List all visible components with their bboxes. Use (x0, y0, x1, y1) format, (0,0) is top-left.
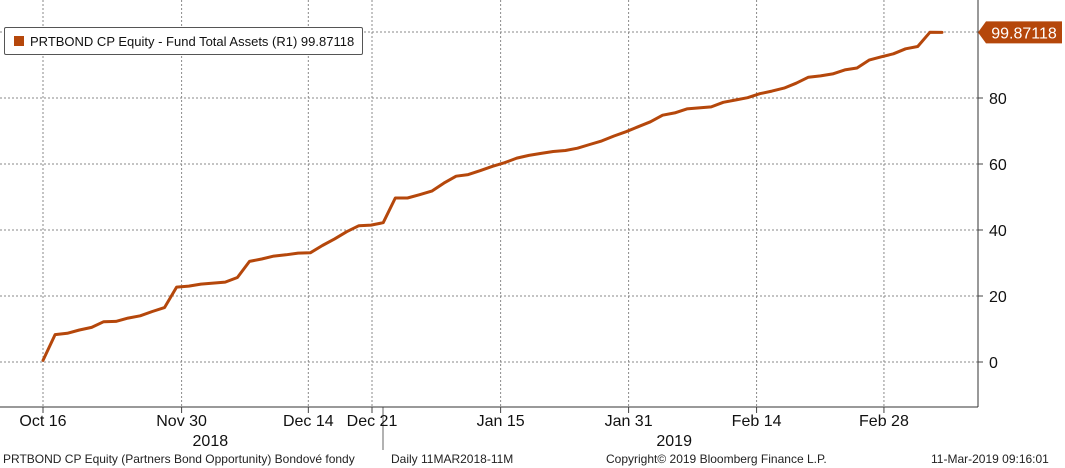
y-tick-label: 40 (989, 223, 1007, 240)
legend-label: PRTBOND CP Equity - Fund Total Assets (R… (30, 33, 355, 49)
footer-security: PRTBOND CP Equity (Partners Bond Opportu… (3, 452, 355, 466)
footer-copyright: Copyright© 2019 Bloomberg Finance L.P. (606, 452, 827, 466)
footer-timestamp: 11-Mar-2019 09:16:01 (931, 452, 1049, 466)
last-value-tag-label: 99.87118 (991, 25, 1057, 42)
y-tick-label: 0 (989, 355, 998, 372)
y-tick-label: 80 (989, 91, 1007, 108)
y-tick-label: 60 (989, 157, 1007, 174)
legend: PRTBOND CP Equity - Fund Total Assets (R… (4, 27, 364, 55)
x-axis-ticks: Oct 16 Nov 30 Dec 14 Dec 21 Jan 15 Jan 31 Feb … (19, 407, 909, 450)
x-year-label: 2018 (193, 433, 229, 450)
legend-swatch (14, 36, 24, 46)
footer-period: Daily 11MAR2018-11M (391, 452, 514, 466)
series-line (41, 30, 944, 362)
x-tick-label: Feb 28 (859, 413, 909, 430)
last-value-tag-shape (978, 21, 1062, 44)
series-group (41, 30, 944, 362)
last-value-tag: 99.87118 (978, 21, 1062, 44)
x-tick-label: Jan 15 (477, 413, 525, 430)
x-tick-label: Oct 16 (19, 413, 66, 430)
y-axis-ticks: 0 20 40 60 80 (978, 31, 1007, 372)
y-tick-label: 20 (989, 289, 1007, 306)
x-tick-label: Dec 14 (283, 413, 334, 430)
x-tick-label: Dec 21 (347, 413, 398, 430)
x-tick-label: Nov 30 (156, 413, 207, 430)
x-tick-label: Feb 14 (732, 413, 782, 430)
chart: 0 20 40 60 80 Oct 16 Nov 30 Dec 14 Dec 21 Jan 15… (0, 0, 1062, 450)
axes (0, 0, 979, 450)
x-year-label: 2019 (656, 433, 692, 450)
grid-lines (0, 0, 978, 407)
x-tick-label: Jan 31 (605, 413, 653, 430)
